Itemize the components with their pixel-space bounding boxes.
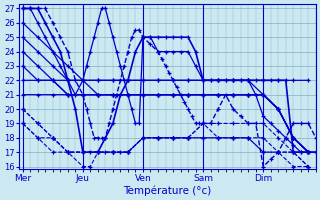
X-axis label: Température (°c): Température (°c) [123, 185, 212, 196]
